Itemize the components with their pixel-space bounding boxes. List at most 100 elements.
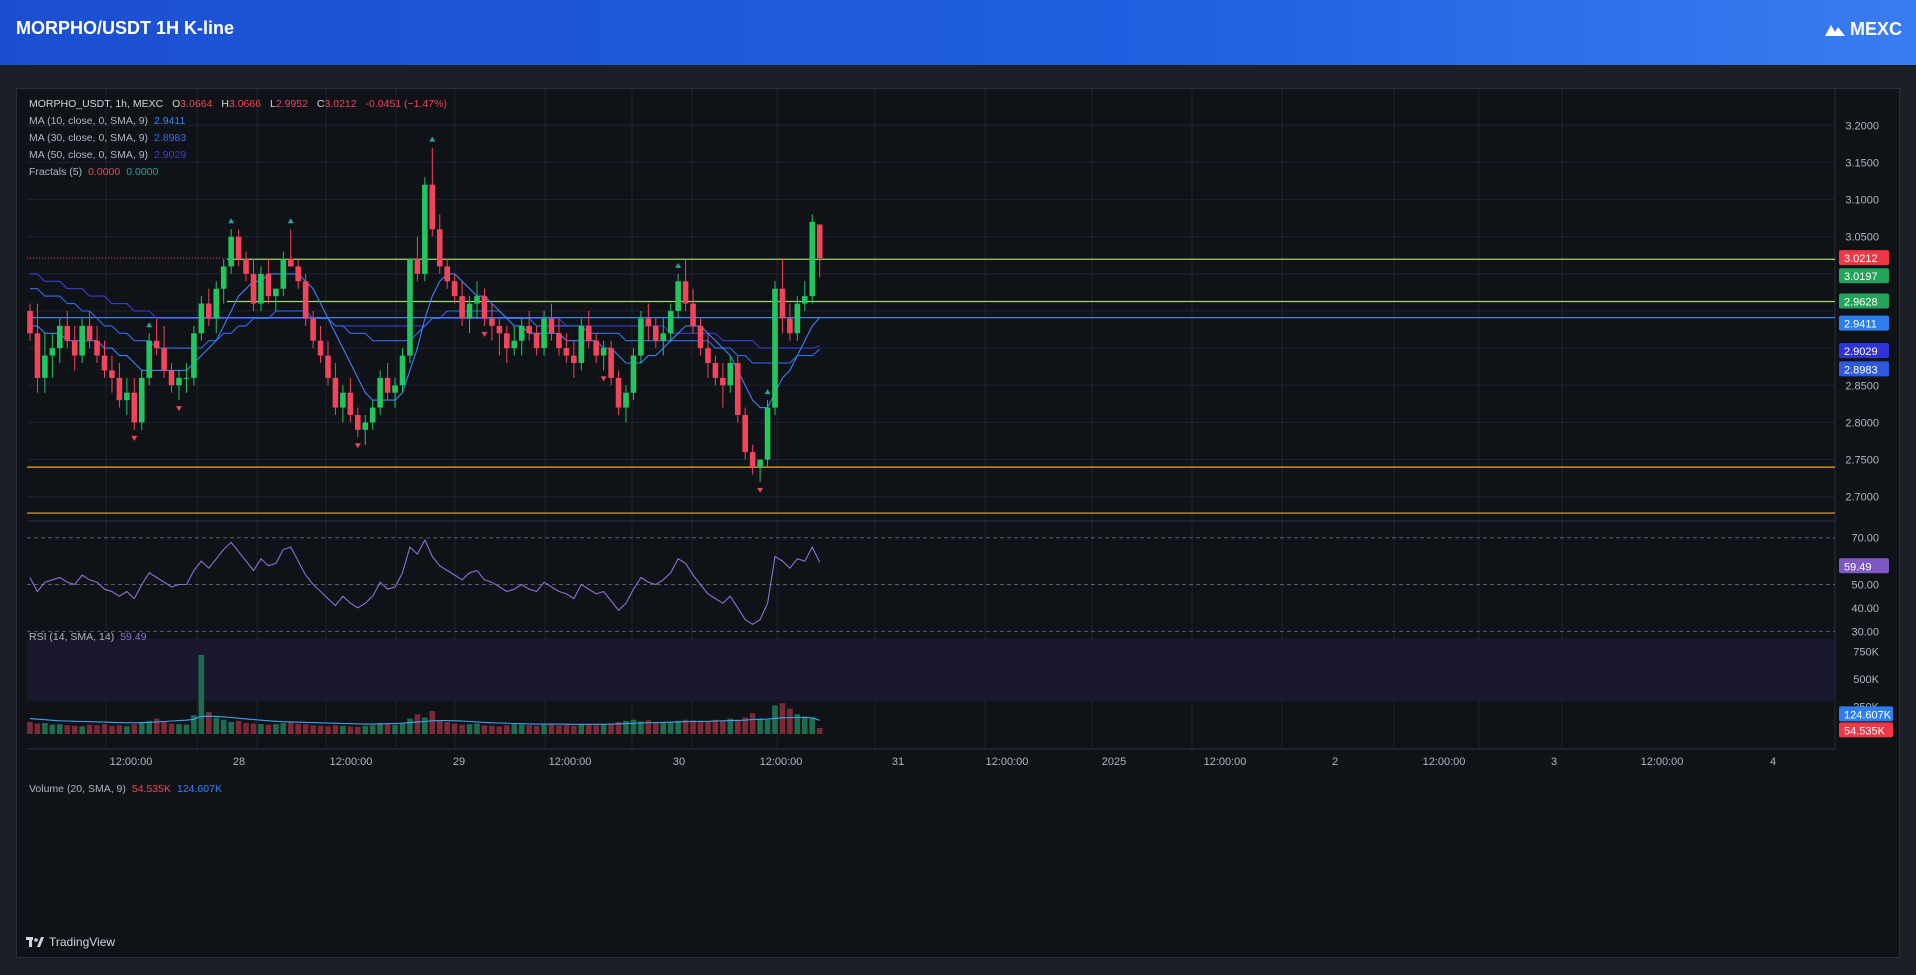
- candle-body: [220, 266, 227, 289]
- candle-body: [317, 340, 324, 356]
- badge-green-line-2-bg: [1839, 293, 1889, 309]
- chart-frame[interactable]: 3.2000 3.1500 3.1000 3.0500 2.8500 2.8000 2.75…: [16, 88, 1900, 958]
- svg-text:MA (50, close, 0, SMA, 9)2.902: MA (50, close, 0, SMA, 9) 2.9029: [29, 149, 186, 161]
- volume-bar: [496, 726, 503, 734]
- volume-bar: [504, 725, 510, 734]
- candles: [27, 147, 823, 482]
- candle-body: [198, 303, 205, 334]
- time-axis-label: 12:00:00: [986, 756, 1029, 768]
- fractal-up-marker: [764, 389, 771, 395]
- legend-high: 3.0666: [229, 98, 261, 110]
- volume-bar: [444, 721, 450, 734]
- candle-body: [124, 392, 130, 401]
- page-title: MORPHO/USDT 1H K-line: [16, 18, 235, 38]
- kline-chart[interactable]: 3.2000 3.1500 3.1000 3.0500 2.8500 2.8000 2.75…: [17, 89, 1899, 957]
- time-axis-label: 4: [1770, 756, 1776, 768]
- candle-body: [615, 377, 622, 408]
- candle-body: [623, 392, 629, 408]
- volume-bar: [764, 719, 771, 734]
- candle-body: [630, 355, 637, 393]
- candle-body: [407, 259, 413, 356]
- legend-volume-label: Volume (20, SMA, 9): [29, 783, 126, 795]
- price-axis-label: 3.2000: [1845, 120, 1879, 132]
- price-axis-label: 2.7000: [1845, 492, 1879, 504]
- candle-body: [734, 363, 741, 415]
- volume-bar: [809, 717, 816, 734]
- volume-bar: [816, 728, 823, 734]
- volume-bar: [645, 720, 652, 734]
- legend-fractals-label: Fractals (5): [29, 166, 82, 178]
- candle-body: [86, 325, 93, 341]
- volume-bar: [57, 724, 63, 734]
- volume-bar: [101, 724, 108, 734]
- ma30-line: [30, 288, 821, 364]
- fractal-down-marker: [481, 331, 488, 337]
- candle-body: [340, 392, 346, 408]
- volume-bar: [384, 724, 391, 734]
- candle-body: [653, 325, 659, 341]
- volume-bar: [64, 725, 71, 734]
- badge-volume-bg: [1839, 722, 1893, 738]
- svg-text:MA (30, close, 0, SMA, 9)2.898: MA (30, close, 0, SMA, 9) 2.8983: [29, 132, 186, 144]
- candle-body: [436, 229, 443, 267]
- time-axis-label: 3: [1551, 756, 1557, 768]
- badge-last-price-bg: [1839, 250, 1889, 266]
- volume-bar: [451, 723, 458, 734]
- legend-fractals-up: 0.0000: [88, 166, 120, 178]
- candle-body: [34, 333, 41, 378]
- candle-body: [347, 392, 354, 415]
- volume-bar: [183, 724, 190, 734]
- candle-body: [153, 340, 160, 349]
- time-axis-label: 12:00:00: [110, 756, 153, 768]
- badge-ma50-bg: [1839, 342, 1889, 358]
- fractal-up-marker: [675, 262, 682, 268]
- volume-bar: [228, 721, 234, 734]
- candle-body: [235, 236, 242, 259]
- candle-body: [541, 318, 547, 349]
- tradingview-label: TradingView: [49, 935, 116, 949]
- volume-bar: [325, 726, 331, 734]
- badge-rsi: 59.49: [1844, 561, 1872, 573]
- volume-bar: [340, 725, 346, 734]
- candle-body: [49, 348, 56, 356]
- candle-body: [213, 288, 220, 319]
- candle-body: [355, 415, 361, 430]
- volume-bar: [86, 724, 93, 734]
- candle-body: [660, 333, 667, 341]
- legend-ma30-label: MA (30, close, 0, SMA, 9): [29, 132, 148, 144]
- volume-bar: [422, 717, 428, 734]
- candle-body: [228, 236, 234, 267]
- legend-h-label: H: [221, 98, 229, 110]
- candle-body: [310, 318, 316, 341]
- candle-body: [809, 221, 816, 297]
- candle-body: [250, 273, 257, 304]
- candle-body: [533, 333, 540, 349]
- candle-body: [571, 355, 577, 363]
- tradingview-footer: TradingView: [26, 935, 115, 949]
- candle-body: [593, 340, 599, 356]
- candle-body: [64, 325, 71, 341]
- legend-c-label: C: [317, 98, 325, 110]
- candle-body: [71, 340, 78, 356]
- volume-bar: [280, 723, 287, 734]
- rsi-axis-label: 70.00: [1851, 533, 1879, 545]
- volume-bar: [474, 723, 480, 734]
- volume-bar: [34, 723, 41, 734]
- volume-bar: [660, 721, 667, 734]
- candle-body: [79, 325, 85, 356]
- badge-volume-ma: 124.607K: [1844, 709, 1892, 721]
- volume-bar: [563, 724, 570, 734]
- fractal-up-marker: [228, 218, 235, 224]
- candle-body: [265, 273, 272, 297]
- volume-bar: [712, 719, 719, 734]
- legend-ma10-value: 2.9411: [154, 115, 185, 127]
- time-axis-label: 12:00:00: [1641, 756, 1684, 768]
- volume-bar: [42, 723, 48, 734]
- fractal-down-marker: [354, 443, 361, 449]
- time-axis-label: 31: [892, 756, 904, 768]
- candle-body: [712, 363, 719, 378]
- fractal-up-marker: [287, 218, 294, 224]
- candle-body: [459, 296, 465, 319]
- volume-bar: [71, 725, 78, 734]
